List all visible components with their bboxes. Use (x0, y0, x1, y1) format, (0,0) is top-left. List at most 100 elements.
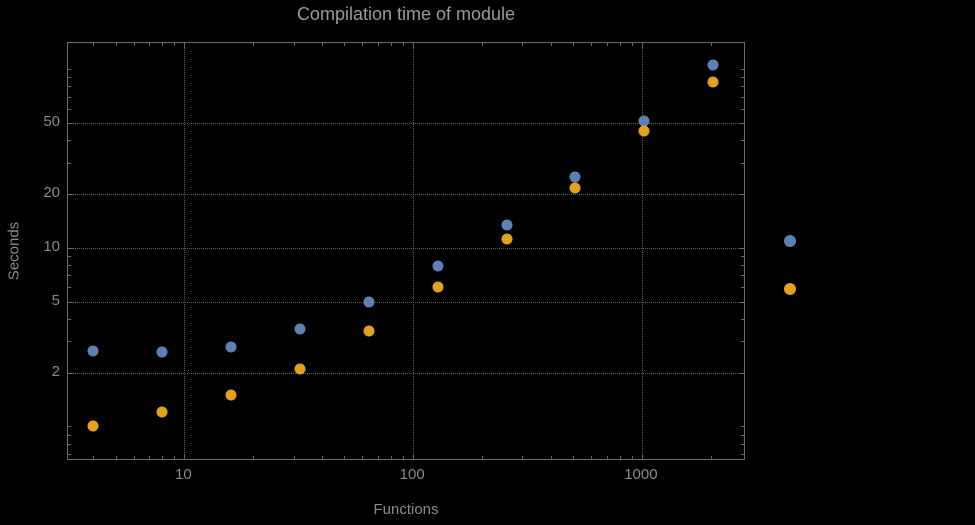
data-point-series-blue (707, 59, 719, 71)
x-tick-label: 1000 (624, 466, 658, 483)
data-point-series-blue (225, 341, 237, 352)
x-gridline (413, 43, 415, 459)
axis-tick (402, 43, 404, 46)
plot-area (67, 42, 745, 460)
axis-tick (739, 372, 744, 374)
axis-tick (606, 456, 608, 459)
data-point-series-blue (501, 219, 513, 230)
axis-tick (482, 456, 483, 459)
axis-tick (68, 275, 71, 277)
axis-tick (741, 86, 744, 88)
data-point-series-orange (363, 325, 375, 337)
x-tick-label: 100 (399, 466, 425, 483)
axis-tick (739, 301, 744, 303)
axis-tick (68, 122, 73, 124)
axis-tick (619, 456, 621, 459)
axis-tick (322, 43, 324, 46)
axis-tick (591, 456, 593, 459)
axis-tick (377, 456, 379, 459)
axis-tick (115, 43, 117, 46)
axis-tick (741, 162, 744, 164)
axis-tick (741, 318, 744, 320)
axis-tick (148, 456, 150, 459)
axis-tick (710, 43, 712, 46)
axis-tick (184, 43, 186, 48)
y-tick-label: 50 (43, 112, 60, 130)
axis-tick (253, 43, 255, 46)
axis-tick (115, 456, 117, 459)
axis-tick (550, 43, 552, 46)
axis-tick (162, 43, 164, 46)
data-point-series-blue (156, 346, 168, 358)
data-point-series-orange (638, 125, 650, 137)
data-point-series-blue (363, 296, 375, 307)
axis-tick (173, 456, 175, 459)
data-point-series-blue (87, 345, 99, 357)
axis-tick (293, 456, 295, 459)
data-point-series-orange (501, 233, 513, 245)
y-gridline (68, 247, 744, 249)
axis-tick (413, 454, 415, 459)
axis-tick (710, 456, 712, 459)
axis-tick (550, 456, 552, 459)
data-point-series-blue (569, 171, 581, 183)
y-gridline (68, 301, 744, 303)
y-gridline (68, 194, 744, 195)
y-tick-label: 2 (51, 362, 60, 380)
axis-tick (184, 454, 186, 459)
axis-tick (68, 341, 71, 343)
axis-tick (522, 456, 524, 459)
data-point-series-orange (87, 420, 99, 432)
axis-tick (741, 108, 744, 110)
axis-tick (293, 43, 295, 46)
y-gridline (68, 372, 744, 374)
axis-tick (741, 454, 744, 455)
axis-tick (68, 96, 71, 98)
axis-tick (68, 86, 71, 88)
y-gridline (68, 122, 744, 124)
axis-tick (741, 265, 744, 267)
axis-tick (68, 162, 71, 164)
data-point-series-orange (156, 406, 168, 418)
axis-tick (402, 456, 404, 459)
axis-tick (573, 456, 575, 459)
x-gridline (641, 43, 643, 459)
data-point-series-blue (638, 115, 650, 127)
y-tick-label: 10 (43, 237, 60, 255)
axis-tick (573, 43, 575, 46)
axis-tick (68, 287, 71, 289)
axis-tick (162, 456, 164, 459)
axis-tick (93, 456, 95, 459)
axis-tick (344, 456, 346, 459)
axis-tick (377, 43, 379, 46)
data-point-series-orange (707, 76, 719, 88)
axis-tick (741, 434, 744, 436)
x-axis-label: Functions (373, 501, 439, 518)
axis-tick (741, 69, 744, 71)
axis-tick (741, 96, 744, 98)
axis-tick (741, 255, 744, 257)
legend-marker (784, 235, 796, 247)
axis-tick (68, 108, 71, 110)
x-tick-label: 10 (175, 466, 192, 483)
axis-tick (68, 301, 73, 303)
axis-tick (741, 275, 744, 277)
data-point-series-orange (294, 363, 306, 375)
axis-tick (741, 443, 744, 445)
axis-tick (68, 454, 71, 455)
axis-tick (741, 140, 744, 142)
data-point-series-orange (225, 389, 237, 401)
axis-tick (68, 265, 71, 267)
axis-tick (741, 341, 744, 343)
axis-tick (739, 247, 744, 249)
data-point-series-blue (432, 260, 444, 272)
axis-tick (739, 194, 744, 195)
axis-tick (344, 43, 346, 46)
axis-tick (522, 43, 524, 46)
axis-tick (68, 255, 71, 257)
data-point-series-orange (569, 182, 581, 194)
axis-tick (619, 43, 621, 46)
axis-tick (631, 456, 633, 459)
axis-tick (606, 43, 608, 46)
